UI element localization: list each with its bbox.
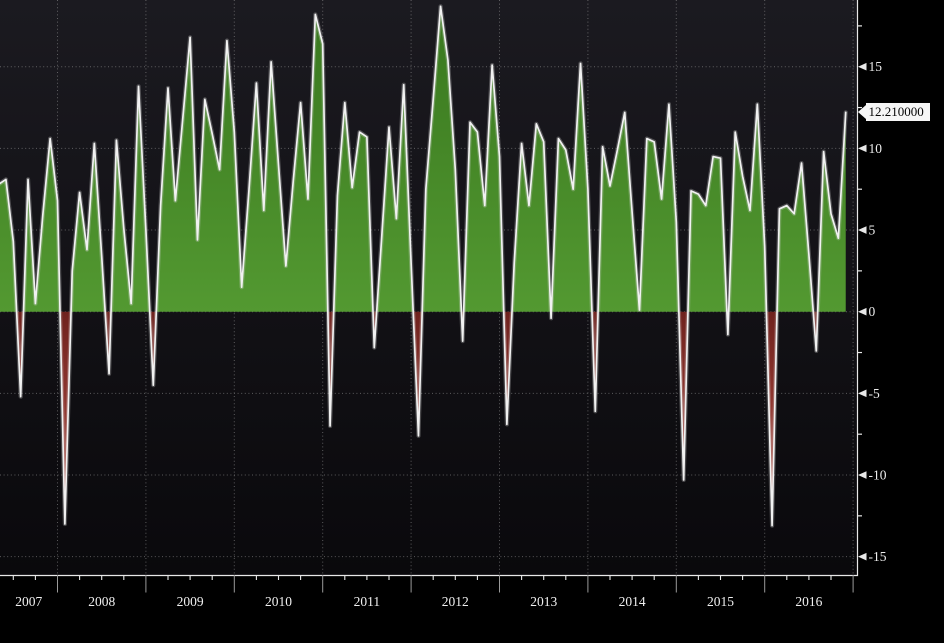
y-axis-tick-label: 0 (869, 304, 876, 319)
x-axis-year-label: 2010 (265, 594, 292, 609)
last-value-badge: 12.210000 (857, 103, 930, 122)
x-axis-year-label: 2013 (530, 594, 557, 609)
x-axis-year-label: 2007 (15, 594, 42, 609)
series-line (0, 5, 847, 527)
major-tick-arrow-icon (858, 62, 867, 71)
major-tick-arrow-icon (858, 471, 867, 479)
y-axis: 15 10 5 0 -5 -10 -15 (857, 25, 887, 564)
major-tick-arrow-icon (858, 307, 867, 316)
x-axis-year-label: 2014 (619, 594, 646, 609)
x-axis-year-label: 2016 (795, 594, 822, 609)
axis-frame (0, 0, 859, 577)
badge-arrow-icon (857, 105, 866, 120)
x-axis-year-label: 2008 (88, 594, 115, 609)
x-axis-year-label: 2015 (707, 594, 734, 609)
major-tick-arrow-icon (858, 552, 867, 561)
y-axis-tick-label: -10 (869, 468, 887, 483)
y-axis-tick-label: 10 (869, 141, 883, 156)
major-tick-arrow-icon (858, 144, 867, 153)
y-axis-tick-label: -15 (869, 549, 887, 564)
y-axis-tick-label: 15 (869, 59, 883, 74)
y-axis-tick-label: 5 (869, 223, 876, 238)
last-value-label: 12.210000 (865, 103, 930, 122)
y-axis-tick-label: -5 (869, 386, 880, 401)
x-axis: 2007 2008 2009 2010 2011 2012 2013 2014 2015 2016 (12, 575, 854, 609)
x-axis-year-label: 2012 (442, 594, 469, 609)
major-tick-arrow-icon (858, 389, 867, 398)
plot-area (0, 0, 857, 575)
major-tick-arrow-icon (858, 226, 867, 234)
x-axis-year-label: 2009 (177, 594, 204, 609)
positive-area-series (0, 6, 846, 312)
x-axis-year-label: 2011 (354, 594, 381, 609)
